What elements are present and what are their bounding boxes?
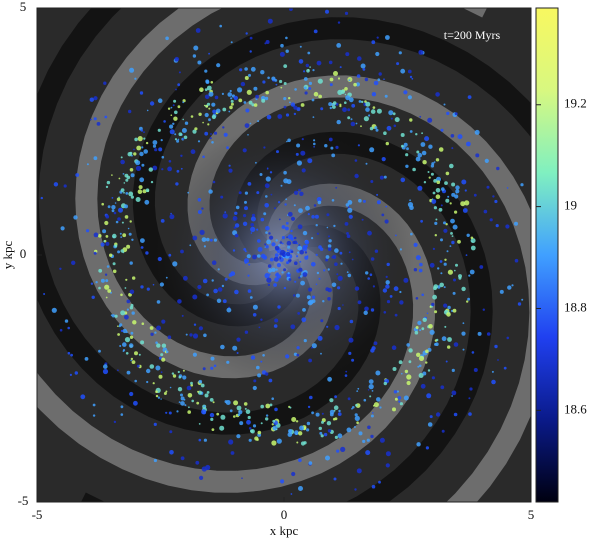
colorbar-tick-label: 19.2: [564, 96, 587, 111]
y-tick-label: 5: [20, 0, 27, 14]
colorbar-tick-label: 18.6: [564, 401, 587, 416]
colorbar-tick-label: 19: [564, 198, 577, 213]
x-tick-label: 0: [281, 507, 288, 522]
colorbar-tick-label: 18.8: [564, 299, 587, 314]
y-tick-label: -5: [18, 493, 29, 508]
y-tick-label: 0: [20, 246, 27, 261]
x-axis-label: x kpc: [270, 523, 299, 538]
x-tick-label: 5: [528, 507, 535, 522]
x-tick-label: -5: [32, 507, 43, 522]
colorbar: [535, 7, 559, 503]
y-axis-label: y kpc: [0, 241, 15, 270]
annotation: t=200 Myrs: [444, 28, 501, 42]
